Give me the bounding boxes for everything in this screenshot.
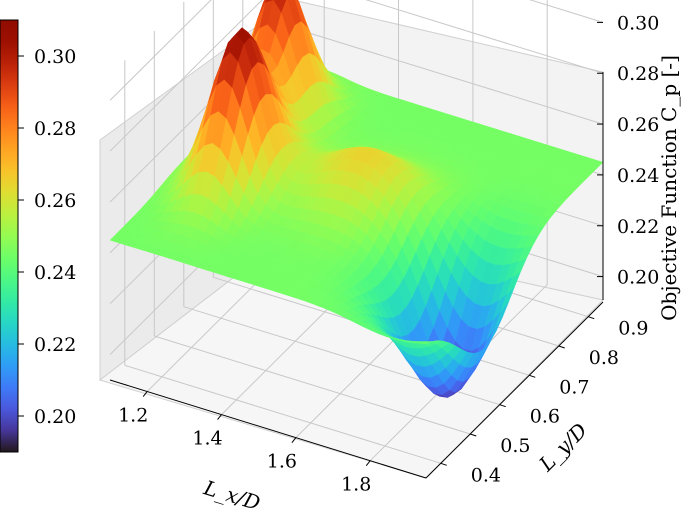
x-tick xyxy=(142,391,148,397)
colorbar: 0.20 0.22 0.24 0.26 0.28 0.30 xyxy=(0,19,76,453)
y-tick xyxy=(499,404,506,408)
z-tick-label: 0.26 xyxy=(617,114,659,136)
z-grid-line xyxy=(109,0,263,152)
y-tick-label: 0.7 xyxy=(559,376,589,398)
y-axis: 0.4 0.50.6 0.70.8 0.9 xyxy=(425,301,649,486)
colorbar-tick-label: 0.28 xyxy=(34,118,76,140)
surface-patch xyxy=(418,341,432,345)
x-axis: 1.2 1.4 1.6 1.8 xyxy=(109,379,427,496)
z-tick-label: 0.22 xyxy=(617,216,659,238)
x-tick-label: 1.4 xyxy=(192,428,222,450)
surface-plot xyxy=(109,0,604,398)
z-tick-label: 0.28 xyxy=(617,63,659,85)
z-tick-label: 0.20 xyxy=(617,267,659,289)
y-tick-label: 0.9 xyxy=(618,318,648,340)
y-grid-line xyxy=(154,335,471,435)
y-tick xyxy=(440,462,447,466)
z-grid-line xyxy=(365,0,604,74)
y-axis-line xyxy=(425,301,604,479)
y-grid-line xyxy=(124,364,441,464)
colorbar-tick-label: 0.30 xyxy=(34,46,76,68)
colorbar-tick-label: 0.26 xyxy=(34,190,76,212)
z-axis: 0.20 0.22 0.24 0.26 0.28 0.30 xyxy=(597,12,659,300)
y-tick-label: 0.6 xyxy=(530,406,560,428)
x-tick xyxy=(291,437,297,443)
x-tick-label: 1.8 xyxy=(341,474,371,496)
x-tick xyxy=(365,460,371,467)
y-tick-label: 0.5 xyxy=(500,435,530,457)
y-tick-label: 0.4 xyxy=(471,464,501,486)
colorbar-tick-label: 0.22 xyxy=(34,334,76,356)
z-axis-label: Objective Function C_p [-] xyxy=(657,55,681,321)
y-tick xyxy=(529,374,536,378)
z-grid-line xyxy=(286,25,604,125)
z-tick-label: 0.24 xyxy=(617,165,659,187)
y-tick xyxy=(588,316,595,320)
z-grid-line xyxy=(529,0,604,23)
x-axis-title: L_x/D xyxy=(200,475,263,515)
z-grid-line xyxy=(109,0,212,101)
x-axis-label: L_x/D xyxy=(200,475,263,515)
x-tick-label: 1.6 xyxy=(267,451,297,473)
y-tick xyxy=(470,433,477,437)
x-axis-line xyxy=(109,379,427,479)
colorbar-tick-label: 0.24 xyxy=(34,262,76,284)
y-tick-label: 0.8 xyxy=(589,347,619,369)
colorbar-fill xyxy=(0,19,19,453)
x-tick xyxy=(217,414,222,420)
colorbar-tick-label: 0.20 xyxy=(34,406,76,428)
z-tick-label: 0.30 xyxy=(617,12,659,34)
z-axis-title: Objective Function C_p [-] xyxy=(657,55,681,321)
y-tick xyxy=(558,345,565,349)
x-tick-label: 1.2 xyxy=(118,405,148,427)
